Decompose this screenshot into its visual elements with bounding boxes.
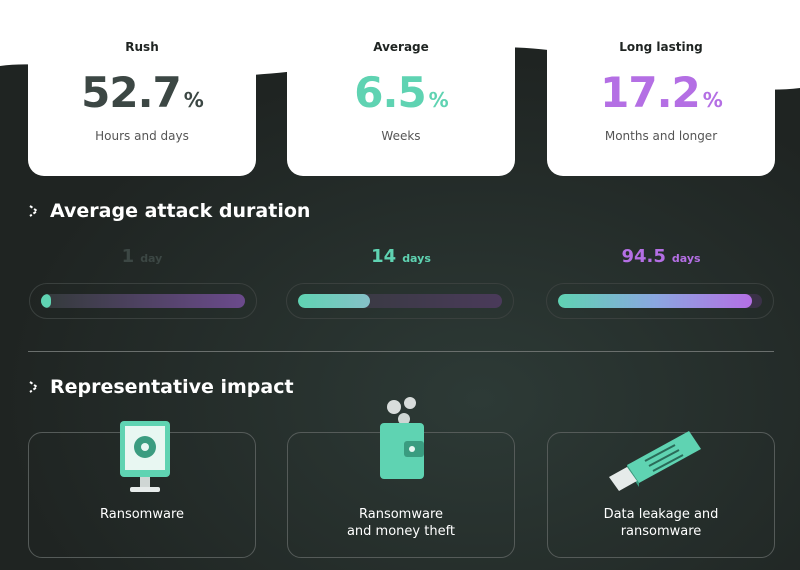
divider — [28, 351, 774, 352]
usb-icon — [609, 431, 701, 491]
duration-number: 14 — [371, 246, 397, 267]
stat-card: Rush 52.7% Hours and days — [28, 16, 256, 176]
impact-label: Ransomware — [29, 506, 255, 523]
chevron-icon — [29, 205, 39, 217]
heading-text: Average attack duration — [50, 200, 311, 222]
bar-fill — [558, 294, 752, 308]
stat-value: 52.7% — [28, 68, 256, 117]
duration-unit: days — [671, 252, 701, 265]
stat-caption: Weeks — [381, 129, 421, 143]
stat-number: 17.2 — [600, 68, 701, 117]
duration-unit: days — [402, 252, 431, 265]
chevron-icon — [29, 381, 39, 393]
heading-text: Representative impact — [50, 376, 294, 398]
section-heading: Average attack duration — [28, 200, 310, 222]
duration-bar — [29, 283, 257, 319]
label-line: and money theft — [346, 524, 456, 539]
stat-unit: % — [428, 88, 449, 112]
stat-value: 17.2% — [547, 68, 775, 117]
stat-label: Rush — [125, 40, 159, 54]
label-line: ransomware — [620, 524, 702, 539]
impact-card: Ransomware and money theft — [287, 432, 515, 558]
stat-unit: % — [183, 88, 204, 112]
stat-card: Average 6.5% Weeks — [287, 16, 515, 176]
duration-number: 94.5 — [621, 246, 666, 267]
label-line: Data leakage and — [603, 507, 719, 522]
impact-label: Ransomware and money theft — [288, 506, 514, 540]
label-line: Ransomware — [100, 507, 184, 522]
stat-caption: Months and longer — [604, 129, 718, 143]
impact-label: Data leakage and ransomware — [548, 506, 774, 540]
stat-card: Long lasting 17.2% Months and longer — [547, 16, 775, 176]
duration-value: 94.5 days — [547, 246, 775, 267]
section-heading: Representative impact — [28, 376, 294, 398]
duration-bar — [546, 283, 774, 319]
label-line: Ransomware — [359, 507, 443, 522]
impact-card: Data leakage and ransomware — [547, 432, 775, 558]
duration-value: 1 day — [28, 246, 256, 267]
stat-label: Long lasting — [619, 40, 703, 54]
duration-bar — [286, 283, 514, 319]
duration-unit: day — [140, 252, 163, 265]
stat-value: 6.5% — [287, 68, 515, 117]
bar-fill — [41, 294, 51, 308]
duration-value: 14 days — [287, 246, 515, 267]
monitor-icon — [120, 421, 170, 492]
bar-fill — [298, 294, 370, 308]
duration-number: 1 — [121, 246, 135, 267]
stat-number: 52.7 — [81, 68, 182, 117]
stat-number: 6.5 — [354, 68, 426, 117]
wallet-icon — [380, 397, 424, 479]
stat-caption: Hours and days — [95, 129, 189, 143]
stat-label: Average — [373, 40, 429, 54]
stat-unit: % — [702, 88, 723, 112]
